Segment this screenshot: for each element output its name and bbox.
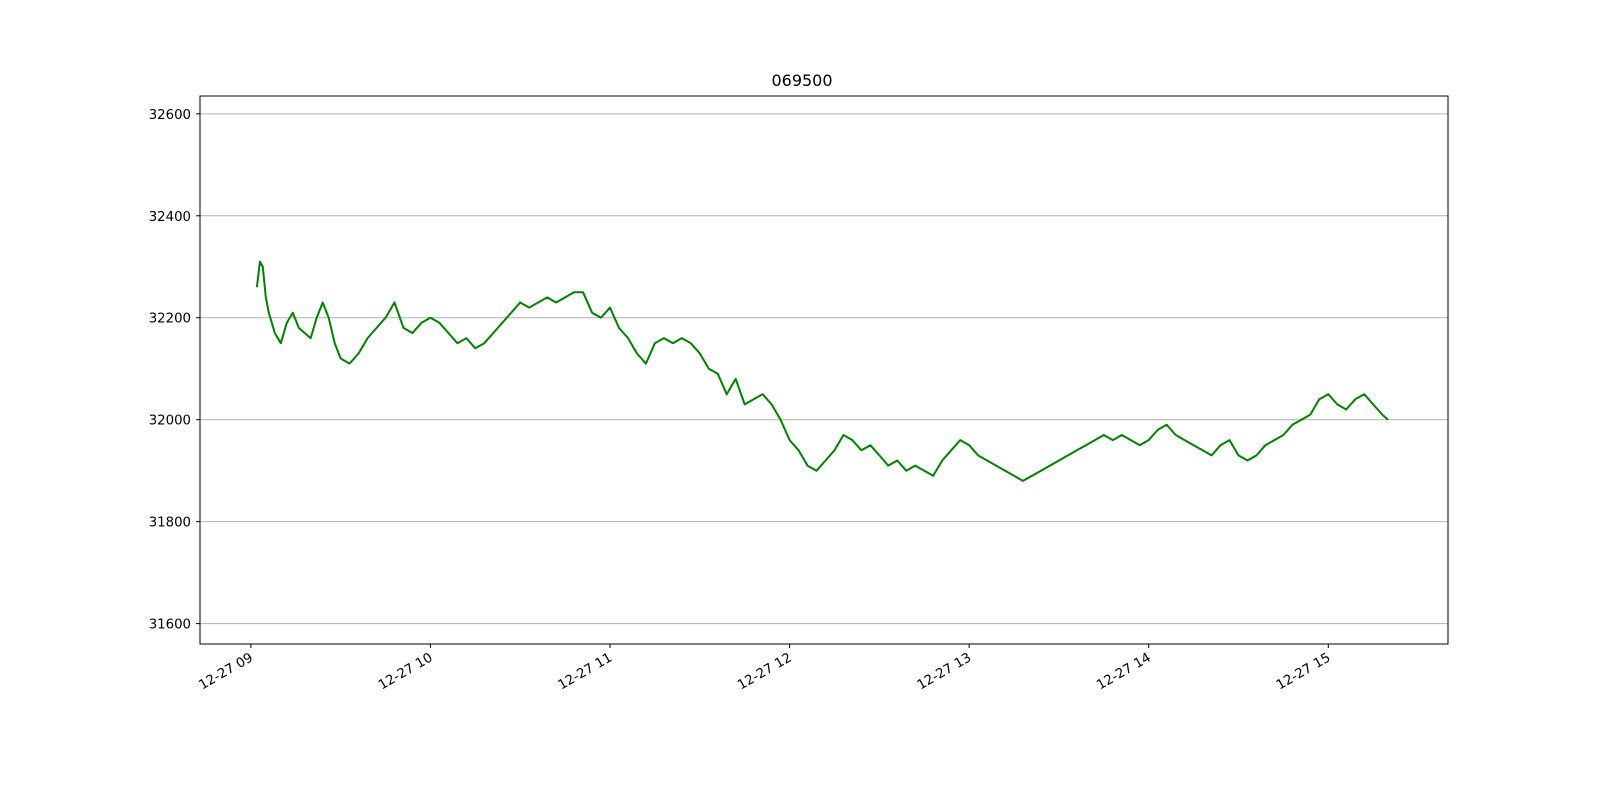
y-tick-label: 32200 [149, 312, 191, 327]
y-tick-label: 31800 [149, 516, 191, 531]
y-tick-label: 32600 [149, 108, 191, 123]
y-tick-label: 32000 [149, 414, 191, 429]
chart-title: 069500 [771, 71, 832, 90]
y-tick-label: 32400 [149, 210, 191, 225]
x-axis: 12-27 09 12-27 10 12-27 11 12-27 12 12-27 13… [197, 644, 1333, 693]
x-tick-label: 12-27 13 [915, 650, 974, 693]
x-tick-label: 12-27 11 [556, 650, 615, 693]
gridlines [200, 113, 1448, 625]
y-tick-label: 31600 [149, 618, 191, 633]
x-tick-label: 12-27 15 [1274, 650, 1333, 693]
series-layer [255, 260, 1389, 482]
series-line [255, 260, 1389, 482]
x-tick-label: 12-27 09 [197, 650, 256, 693]
x-tick-label: 12-27 10 [376, 650, 435, 693]
y-axis: 31600 31800 32000 32200 32400 32600 [149, 108, 200, 633]
x-tick-label: 12-27 14 [1094, 650, 1153, 693]
plot-frame [199, 95, 1449, 645]
x-tick-label: 12-27 12 [735, 650, 794, 693]
